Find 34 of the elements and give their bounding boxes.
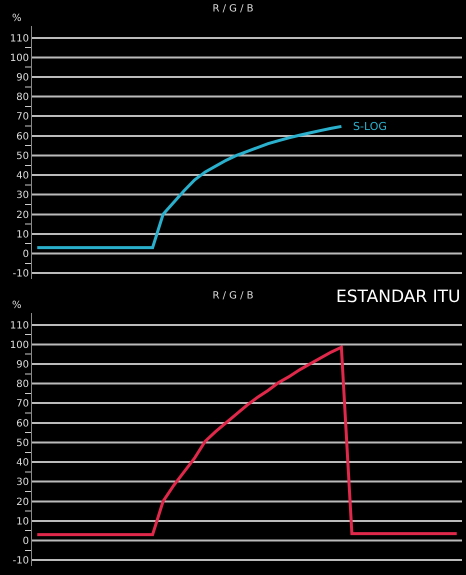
- y-tick-label: 90: [16, 359, 29, 370]
- y-tick-label: 110: [10, 320, 29, 332]
- y-tick-label: 20: [16, 210, 29, 221]
- y-tick-label: 0: [22, 536, 29, 547]
- y-tick-label: 100: [10, 340, 29, 351]
- y-tick-label: 30: [16, 190, 29, 202]
- y-axis-title: %: [12, 300, 22, 311]
- y-tick-label: 30: [16, 477, 29, 488]
- chart-title: R / G / B: [212, 290, 254, 302]
- text: ESTANDAR ITU: [336, 287, 460, 307]
- line-series: [36, 124, 343, 250]
- y-tick-label: -10: [12, 268, 29, 280]
- y-tick-label: 60: [16, 418, 29, 430]
- y-tick-label: 40: [16, 458, 29, 469]
- y-tick-label: 110: [10, 33, 29, 44]
- y-tick-label: 10: [16, 516, 29, 528]
- y-tick-label: 10: [16, 229, 29, 240]
- annotation: S-LOG: [353, 120, 387, 133]
- y-tick-label: 90: [16, 72, 29, 84]
- y-tick-label: 40: [16, 170, 29, 182]
- y-tick-label: -10: [12, 556, 29, 567]
- chart-title: R / G / B: [212, 3, 254, 14]
- y-tick-label: 70: [16, 112, 29, 123]
- y-tick-label: 70: [16, 398, 29, 410]
- y-tick-label: 50: [16, 438, 29, 449]
- line-series: [36, 346, 458, 536]
- y-tick-label: 0: [22, 249, 29, 260]
- y-tick-label: 100: [10, 52, 29, 64]
- y-tick-label: 60: [16, 131, 29, 142]
- y-tick-label: 50: [16, 150, 29, 162]
- y-tick-label: 80: [16, 379, 29, 390]
- y-tick-label: 20: [16, 496, 29, 508]
- y-axis-title: %: [12, 13, 22, 24]
- y-tick-label: 80: [16, 92, 29, 104]
